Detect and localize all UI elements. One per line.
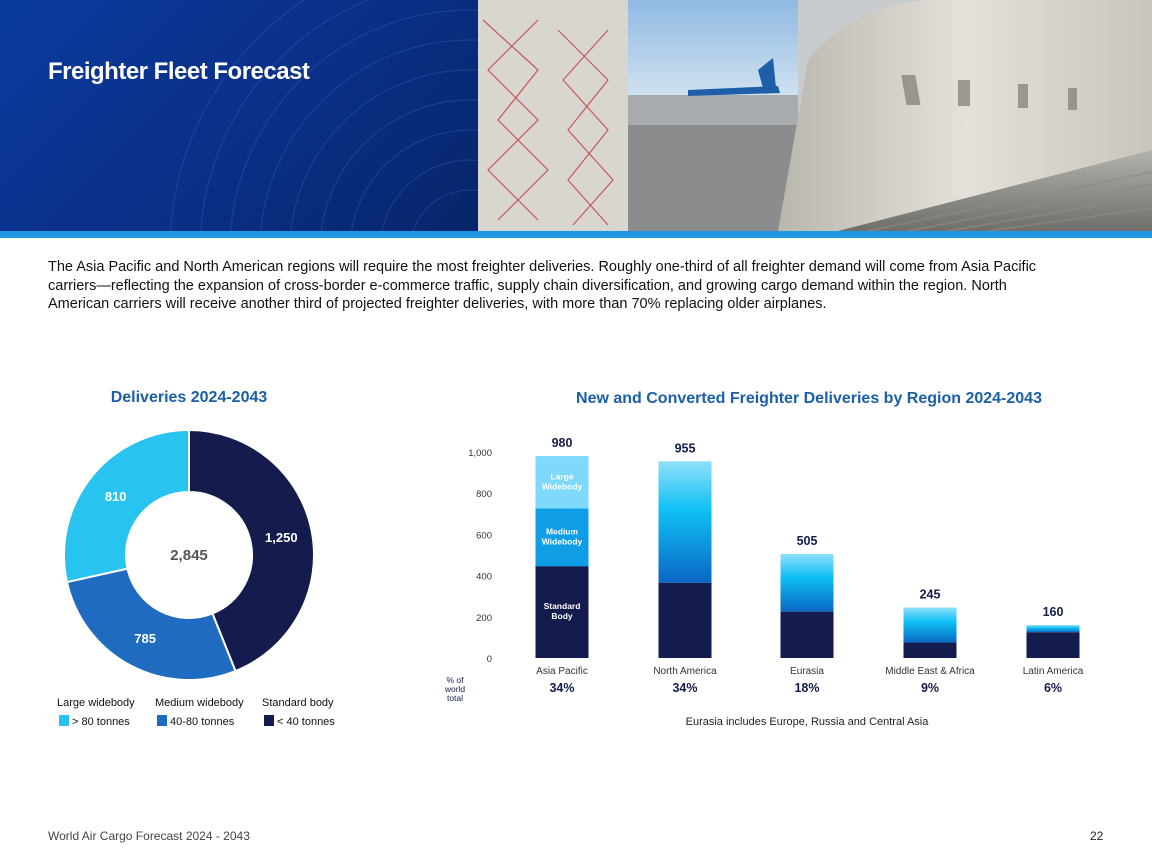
bar-total-label: 980	[552, 436, 573, 450]
donut-slice-medium-widebody	[65, 567, 237, 681]
bar-segment-standard-body	[658, 582, 712, 658]
legend-item-medium-widebody: Medium widebody 40-80 tonnes	[155, 697, 244, 728]
share-label: 18%	[794, 681, 819, 695]
segment-label: Standard Body	[544, 601, 581, 621]
bar-chart: New and Converted Freighter Deliveries b…	[444, 390, 1084, 728]
bar-group-latin-america	[1026, 625, 1080, 658]
bar-group-asia-pacific	[535, 456, 589, 658]
bar-segment-large-widebody	[535, 456, 589, 509]
legend-swatch	[59, 715, 69, 726]
page-title: Freighter Fleet Forecast	[48, 58, 310, 85]
bar-segment-standard-body	[1026, 632, 1080, 658]
donut-title: Deliveries 2024-2043	[111, 389, 268, 406]
legend-swatch	[264, 715, 274, 726]
bar-segment-widebody	[1026, 625, 1080, 633]
bar-chart-note: Eurasia includes Europe, Russia and Cent…	[686, 716, 930, 728]
share-label: 34%	[672, 681, 697, 695]
decorative-arcs	[170, 0, 478, 231]
legend-swatch	[157, 715, 167, 726]
donut-slice-standard-body	[188, 428, 315, 673]
x-category-label: Eurasia	[790, 666, 824, 677]
bar-group-eurasia	[780, 553, 834, 658]
y-tick-label: 0	[487, 654, 492, 665]
legend-label: Large widebody	[57, 697, 135, 709]
y-tick-label: 600	[476, 530, 492, 541]
bar-group-middle-east-africa	[903, 607, 957, 658]
legend-desc: > 80 tonnes	[72, 716, 130, 728]
bar-total-label: 245	[920, 588, 941, 602]
donut-slice-label: 810	[105, 489, 127, 504]
x-category-label: Asia Pacific	[536, 666, 588, 677]
donut-slice-label: 785	[134, 631, 156, 646]
donut-slice-label: 1,250	[265, 530, 298, 545]
share-label: 6%	[1044, 681, 1062, 695]
segment-label: Medium Widebody	[542, 526, 583, 546]
bar-segment-medium-widebody	[535, 508, 589, 567]
hero-photo	[478, 0, 1152, 231]
y-tick-label: 400	[476, 572, 492, 583]
footer-title: World Air Cargo Forecast 2024 - 2043	[48, 829, 250, 843]
segment-label: Large Widebody	[542, 471, 583, 491]
legend-item-large-widebody: Large widebody > 80 tonnes	[57, 697, 135, 728]
x-category-label: Latin America	[1023, 666, 1084, 677]
legend-desc: < 40 tonnes	[277, 716, 335, 728]
share-label: 34%	[549, 681, 574, 695]
legend-label: Standard body	[262, 697, 334, 709]
y-tick-label: 1,000	[468, 448, 492, 459]
bar-chart-title: New and Converted Freighter Deliveries b…	[576, 390, 1042, 407]
bar-group-north-america	[658, 461, 712, 658]
bar-total-label: 160	[1043, 605, 1064, 619]
donut-chart: Deliveries 2024-2043 2,845 1,250 785 810 L…	[57, 389, 335, 728]
bar-segment-widebody	[658, 461, 712, 583]
x-category-label: Middle East & Africa	[885, 666, 975, 677]
y-tick-label: 200	[476, 613, 492, 624]
legend-desc: 40-80 tonnes	[170, 716, 235, 728]
bar-segment-standard-body	[903, 642, 957, 658]
donut-total-label: 2,845	[170, 547, 208, 564]
hero-banner: Freighter Fleet Forecast	[0, 0, 1152, 231]
legend-item-standard-body: Standard body < 40 tonnes	[262, 697, 335, 728]
donut-slice-large-widebody	[63, 428, 190, 584]
share-axis-label: % of world total	[444, 675, 466, 703]
cargo-hold-illustration	[478, 0, 1152, 231]
hero-left-panel: Freighter Fleet Forecast	[0, 0, 478, 231]
intro-paragraph: The Asia Pacific and North American regi…	[48, 259, 1037, 312]
bar-segment-standard-body	[535, 566, 589, 658]
y-tick-label: 800	[476, 489, 492, 500]
share-label: 9%	[921, 681, 939, 695]
legend-label: Medium widebody	[155, 697, 244, 709]
bar-segment-widebody	[903, 607, 957, 643]
accent-bar	[0, 231, 1152, 238]
bar-segment-standard-body	[780, 611, 834, 658]
bar-segment-widebody	[780, 553, 834, 612]
x-category-label: North America	[653, 666, 717, 677]
bar-total-label: 955	[675, 441, 696, 455]
bar-total-label: 505	[797, 534, 818, 548]
page-number: 22	[1090, 829, 1104, 843]
